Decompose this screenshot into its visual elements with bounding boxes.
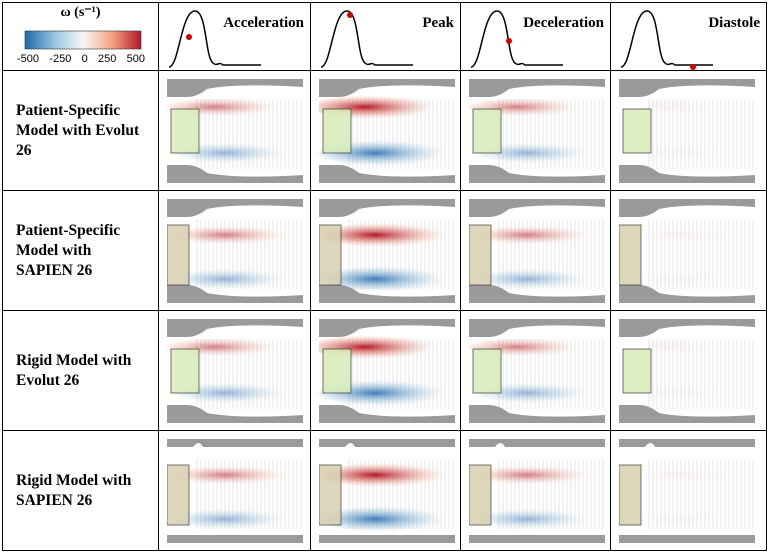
simulation-panel: [611, 191, 767, 311]
simulation-panel: [461, 191, 611, 311]
column-title: Acceleration: [223, 15, 304, 31]
column-title: Diastole: [708, 15, 760, 31]
simulation-panel: [461, 431, 611, 551]
flow-field: [319, 79, 455, 183]
column-header: Peak: [311, 3, 461, 71]
waveform: [470, 10, 563, 68]
figure-grid: ω (s⁻¹) -500 -250 0 250 500 Acceleration Peak…: [2, 2, 767, 551]
row-label: Patient-Specific Model with Evolut 26: [3, 71, 159, 191]
flow-field: [167, 199, 303, 303]
waveform: [320, 10, 413, 68]
flow-field: [469, 439, 605, 543]
colorbar-tick: -500: [17, 53, 40, 65]
flow-field: [619, 79, 755, 183]
colorbar-tick: -250: [49, 53, 72, 65]
simulation-panel: [159, 311, 311, 431]
colorbar-tick: 500: [126, 53, 145, 65]
flow-field: [469, 199, 605, 303]
simulation-panel: [611, 431, 767, 551]
flow-field: [469, 79, 605, 183]
flow-field: [319, 439, 455, 543]
flow-field: [469, 319, 605, 423]
simulation-panel: [461, 311, 611, 431]
colorbar: [24, 30, 142, 50]
colorbar-cell: ω (s⁻¹) -500 -250 0 250 500: [3, 3, 159, 71]
simulation-panel: [311, 311, 461, 431]
simulation-panel: [311, 71, 461, 191]
column-header: Diastole: [611, 3, 767, 71]
flow-field: [319, 199, 455, 303]
simulation-panel: [159, 191, 311, 311]
row-label: Rigid Model with SAPIEN 26: [3, 431, 159, 551]
row-label: Rigid Model with Evolut 26: [3, 311, 159, 431]
column-title: Peak: [422, 15, 454, 31]
flow-field: [167, 439, 303, 543]
colorbar-ticks: -500 -250 0 250 500: [17, 53, 145, 65]
simulation-panel: [461, 71, 611, 191]
colorbar-label: ω (s⁻¹): [60, 5, 101, 20]
simulation-panel: [311, 431, 461, 551]
flow-field: [619, 439, 755, 543]
simulation-panel: [311, 191, 461, 311]
simulation-panel: [159, 431, 311, 551]
simulation-panel: [611, 311, 767, 431]
flow-field: [619, 199, 755, 303]
colorbar-tick: 0: [81, 53, 88, 65]
waveform: [168, 10, 261, 68]
column-header: Deceleration: [461, 3, 611, 71]
colorbar-tick: 250: [97, 53, 117, 65]
flow-field: [167, 79, 303, 183]
row-label: Patient-Specific Model with SAPIEN 26: [3, 191, 159, 311]
simulation-panel: [159, 71, 311, 191]
column-header: Acceleration: [159, 3, 311, 71]
flow-field: [319, 319, 455, 423]
waveform: [620, 10, 713, 70]
simulation-panel: [611, 71, 767, 191]
column-title: Deceleration: [523, 15, 604, 31]
flow-field: [619, 319, 755, 423]
flow-field: [167, 319, 303, 423]
